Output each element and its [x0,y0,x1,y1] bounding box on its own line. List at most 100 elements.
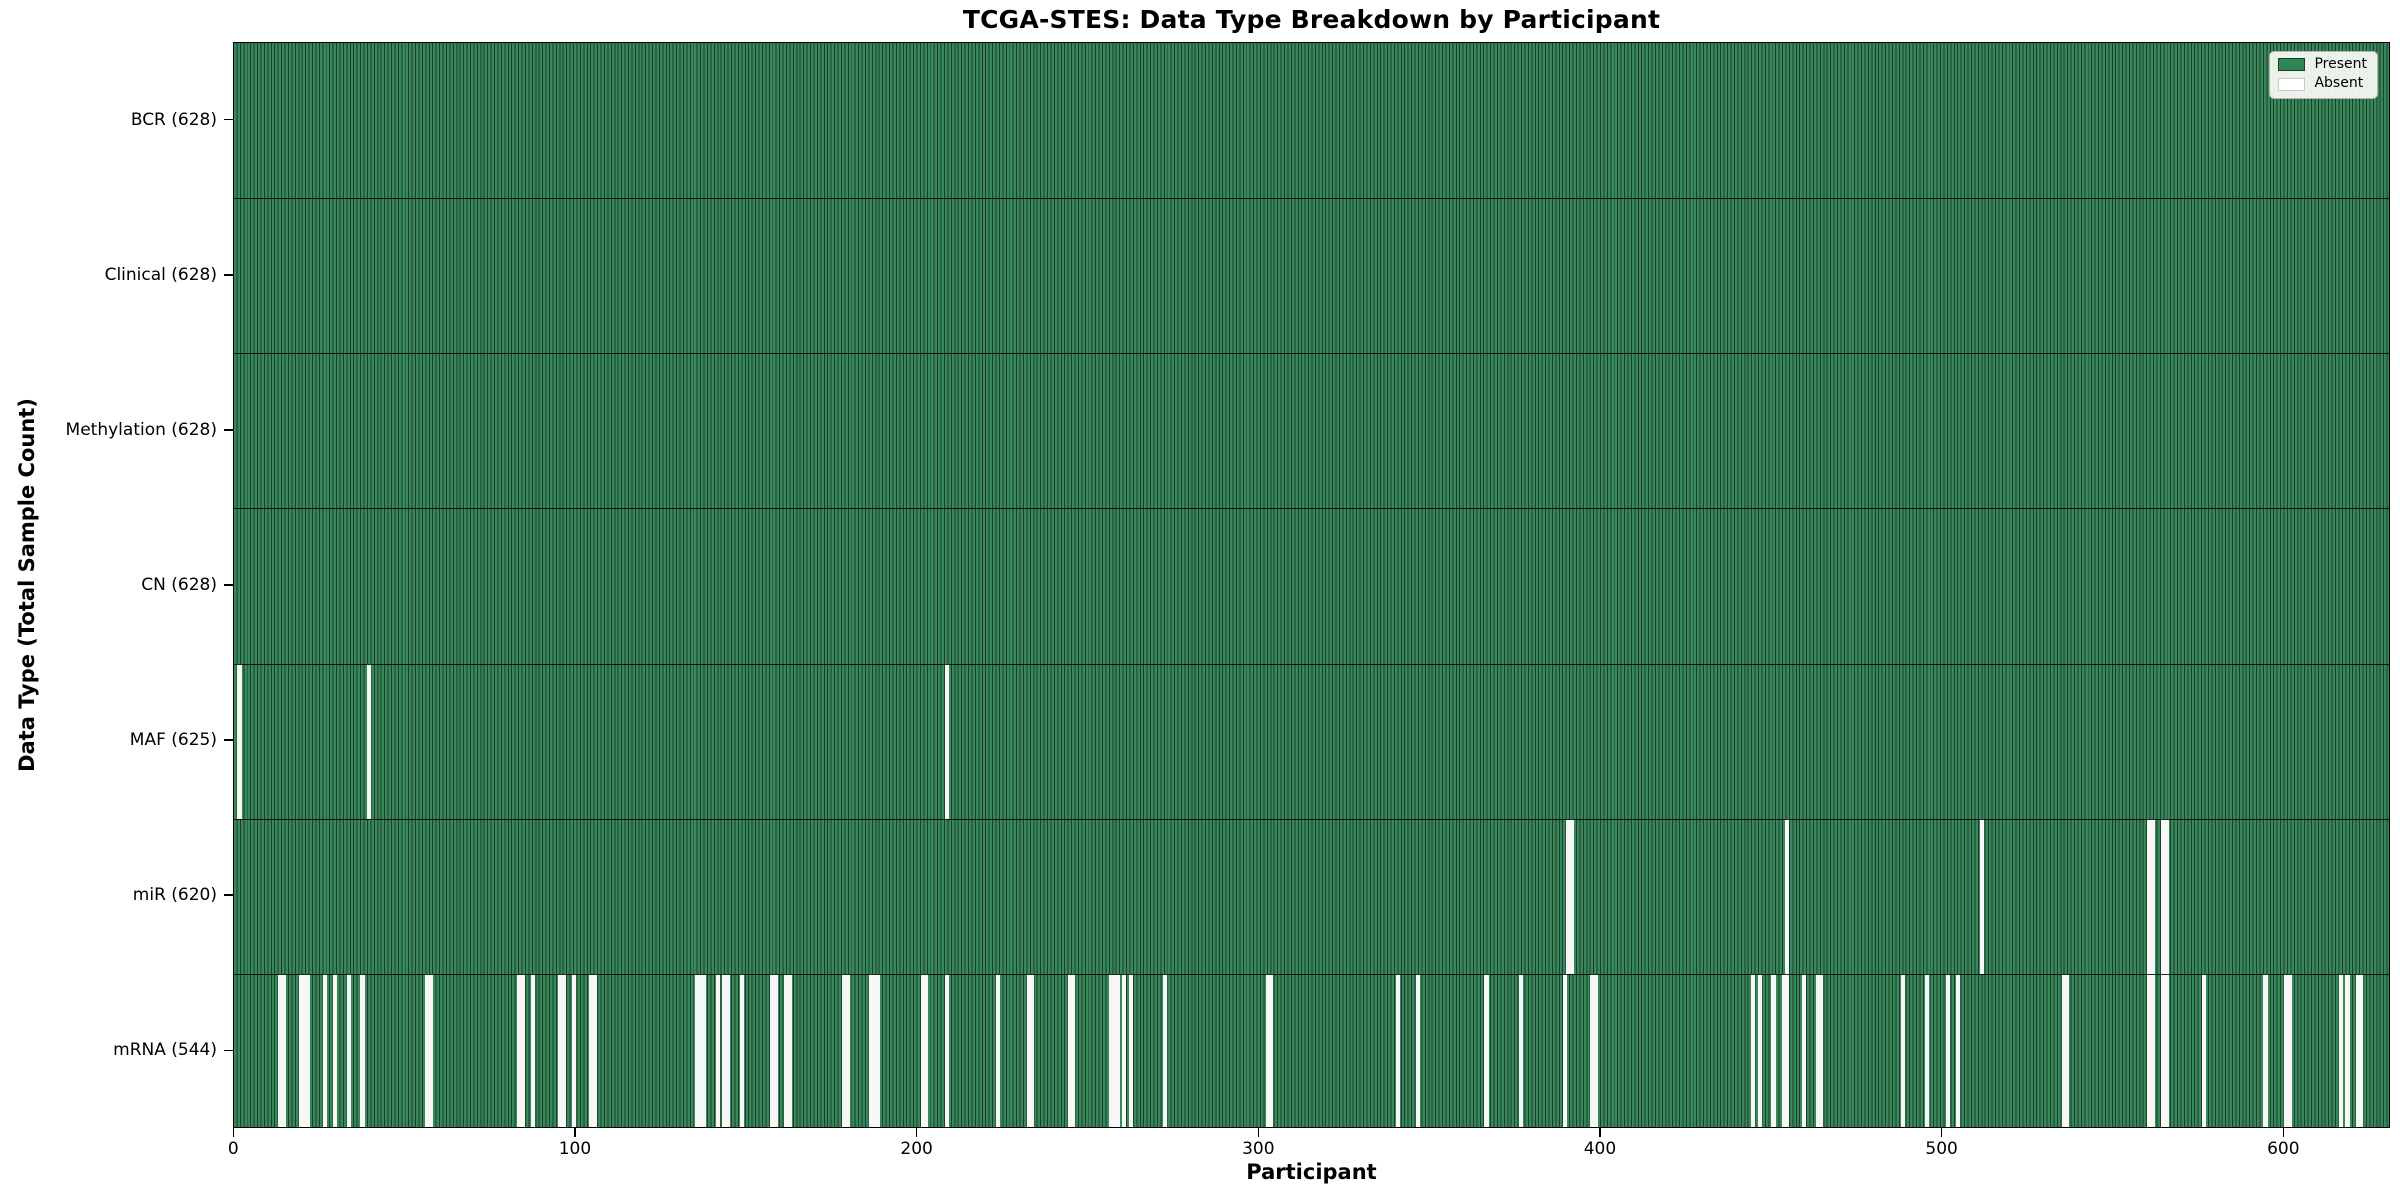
x-tick [1599,1128,1601,1137]
absent-mark [944,973,949,1127]
absent-mark [2160,973,2166,1127]
y-tick-label-CN: CN (628) [141,575,217,595]
y-tick [224,584,233,586]
absent-mark [2359,973,2364,1127]
x-tick [574,1128,576,1137]
y-tick-label-MAF: MAF (625) [129,730,217,751]
absent-mark [2150,818,2155,974]
absent-mark [1819,973,1824,1127]
absent-mark [869,973,874,1127]
absent-mark [920,973,925,1127]
y-tick-label-Clinical: Clinical (628) [104,264,217,285]
absent-mark [1979,818,1985,974]
absent-mark [1593,973,1598,1127]
absent-mark [1518,973,1523,1127]
absent-mark [1566,818,1571,974]
x-tick-label-500: 500 [1925,1139,1958,1159]
row-band-Methylation [234,353,2389,508]
absent-mark [698,973,703,1127]
absent-mark [876,973,881,1127]
row-separator [234,973,2389,975]
absent-mark [944,663,949,819]
plot-area: Present Absent [233,42,2390,1128]
absent-mark [558,973,563,1127]
absent-mark [2338,973,2343,1127]
absent-mark [1785,973,1790,1127]
row-band-BCR [234,43,2389,198]
absent-mark [701,973,707,1127]
absent-mark [237,663,242,819]
x-tick-label-300: 300 [1242,1139,1275,1159]
absent-mark [2150,973,2155,1127]
absent-mark [332,973,338,1127]
absent-mark [298,973,303,1127]
row-band-MAF [234,663,2389,819]
absent-mark [1802,973,1807,1127]
absent-mark [1395,973,1400,1127]
row-separator [234,818,2389,820]
absent-mark [2061,973,2067,1127]
absent-mark [367,663,372,819]
absent-mark [845,973,850,1127]
x-tick [1940,1128,1943,1137]
row-separator [234,198,2389,200]
x-axis-label: Participant [1246,1160,1377,1184]
y-tick-label-mRNA: mRNA (544) [113,1040,217,1061]
absent-mark [1108,973,1113,1127]
y-tick [224,1049,233,1052]
absent-mark [2287,973,2292,1127]
absent-mark [995,973,1000,1127]
absent-mark [695,973,700,1127]
x-tick-label-200: 200 [900,1139,933,1159]
absent-mark [360,973,365,1127]
absent-mark [281,973,286,1127]
absent-mark [1781,973,1786,1127]
row-band-CN [234,508,2389,663]
absent-mark [1484,973,1489,1127]
absent-mark [2355,973,2360,1127]
absent-mark [722,973,727,1127]
absent-mark [589,973,594,1127]
absent-mark [1067,973,1072,1127]
absent-mark [1416,973,1421,1127]
y-tick-label-BCR: BCR (628) [130,109,217,130]
y-tick [224,273,233,276]
absent-mark [2164,973,2169,1127]
absent-mark [1750,973,1756,1127]
absent-mark [572,973,577,1127]
absent-mark [2147,973,2152,1127]
row-band-Clinical [234,198,2389,353]
legend-label-present: Present [2314,56,2367,72]
absent-mark [2283,973,2289,1127]
absent-mark [1562,973,1568,1127]
x-tick-label-600: 600 [2267,1139,2300,1159]
absent-mark [1785,818,1790,974]
absent-mark [924,973,929,1127]
absent-mark [302,973,307,1127]
absent-mark [2065,973,2070,1127]
y-tick [224,894,233,897]
x-tick [232,1128,235,1137]
absent-mark [1029,973,1035,1127]
row-band-miR [234,818,2389,974]
y-tick [224,429,233,431]
x-tick-label-400: 400 [1583,1139,1617,1159]
absent-mark [1815,973,1821,1127]
absent-mark [770,973,775,1127]
absent-mark [1925,973,1930,1127]
absent-mark [1070,973,1076,1127]
legend-label-absent: Absent [2314,75,2364,92]
absent-mark [2345,973,2350,1127]
absent-mark [2263,973,2268,1127]
absent-mark [278,973,283,1127]
absent-mark [787,973,792,1127]
y-tick [224,739,233,741]
absent-mark [531,973,536,1127]
absent-mark [715,973,720,1127]
absent-mark [1111,973,1117,1127]
absent-mark [2160,818,2166,974]
absent-mark [872,973,877,1127]
x-tick [1257,1128,1260,1137]
absent-mark [520,973,526,1127]
